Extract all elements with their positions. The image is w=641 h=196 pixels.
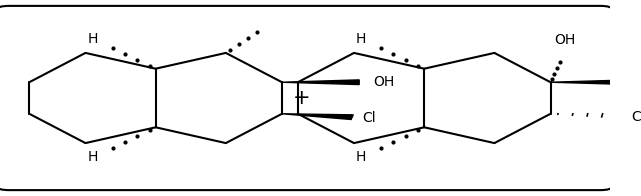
Text: H: H [356, 32, 366, 46]
Text: H: H [87, 150, 97, 164]
Polygon shape [551, 80, 631, 85]
Text: Cl: Cl [363, 111, 376, 125]
Polygon shape [282, 114, 353, 120]
Text: OH: OH [373, 75, 394, 89]
Text: H: H [356, 150, 366, 164]
Polygon shape [282, 80, 359, 85]
Text: Cl: Cl [631, 110, 641, 124]
Text: OH: OH [554, 33, 575, 47]
FancyBboxPatch shape [0, 6, 612, 190]
Text: +: + [293, 88, 310, 108]
Text: H: H [87, 32, 97, 46]
